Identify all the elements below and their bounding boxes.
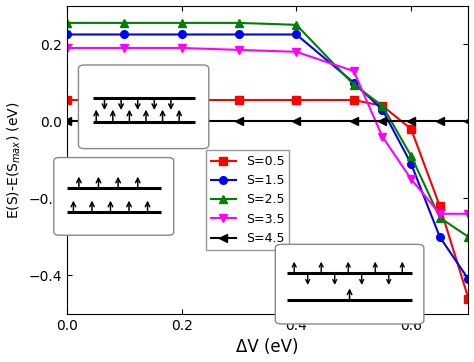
S=2.5 — [437, 215, 443, 220]
S=3.5 — [64, 46, 70, 50]
S=1.5 — [121, 32, 127, 37]
Line: S=4.5: S=4.5 — [63, 117, 472, 125]
FancyBboxPatch shape — [54, 157, 173, 235]
S=2.5 — [351, 83, 356, 87]
S=4.5 — [293, 119, 299, 123]
S=1.5 — [437, 235, 443, 239]
S=1.5 — [293, 32, 299, 37]
Line: S=2.5: S=2.5 — [63, 19, 472, 241]
S=4.5 — [179, 119, 184, 123]
S=2.5 — [293, 23, 299, 27]
Legend: S=0.5, S=1.5, S=2.5, S=3.5, S=4.5: S=0.5, S=1.5, S=2.5, S=3.5, S=4.5 — [206, 150, 289, 250]
S=2.5 — [179, 21, 184, 25]
X-axis label: ΔV (eV): ΔV (eV) — [237, 338, 299, 357]
S=3.5 — [437, 212, 443, 216]
Y-axis label: E(S)-E(S$_{max}$) (eV): E(S)-E(S$_{max}$) (eV) — [6, 101, 23, 219]
S=4.5 — [437, 119, 443, 123]
S=3.5 — [465, 212, 471, 216]
S=4.5 — [64, 119, 70, 123]
S=3.5 — [236, 48, 242, 52]
S=1.5 — [179, 32, 184, 37]
S=2.5 — [236, 21, 242, 25]
S=4.5 — [121, 119, 127, 123]
S=1.5 — [236, 32, 242, 37]
S=2.5 — [408, 154, 414, 158]
S=3.5 — [293, 50, 299, 54]
Line: S=1.5: S=1.5 — [63, 31, 472, 283]
S=0.5 — [64, 98, 70, 102]
S=3.5 — [408, 177, 414, 181]
S=0.5 — [121, 98, 127, 102]
S=1.5 — [351, 80, 356, 85]
Line: S=3.5: S=3.5 — [63, 44, 472, 218]
S=2.5 — [121, 21, 127, 25]
S=1.5 — [380, 108, 385, 112]
S=2.5 — [64, 21, 70, 25]
S=2.5 — [380, 104, 385, 108]
S=3.5 — [351, 69, 356, 73]
S=3.5 — [121, 46, 127, 50]
S=2.5 — [465, 235, 471, 239]
S=0.5 — [437, 204, 443, 208]
S=1.5 — [408, 161, 414, 166]
S=3.5 — [380, 135, 385, 139]
Line: S=0.5: S=0.5 — [63, 96, 472, 302]
FancyBboxPatch shape — [275, 244, 424, 324]
S=0.5 — [408, 127, 414, 131]
S=0.5 — [179, 98, 184, 102]
S=3.5 — [179, 46, 184, 50]
FancyBboxPatch shape — [78, 65, 209, 148]
S=4.5 — [351, 119, 356, 123]
S=0.5 — [293, 98, 299, 102]
S=4.5 — [408, 119, 414, 123]
S=0.5 — [236, 98, 242, 102]
S=0.5 — [465, 296, 471, 301]
S=1.5 — [465, 277, 471, 282]
S=4.5 — [236, 119, 242, 123]
S=0.5 — [380, 104, 385, 108]
S=4.5 — [465, 119, 471, 123]
S=0.5 — [351, 98, 356, 102]
S=4.5 — [380, 119, 385, 123]
S=1.5 — [64, 32, 70, 37]
